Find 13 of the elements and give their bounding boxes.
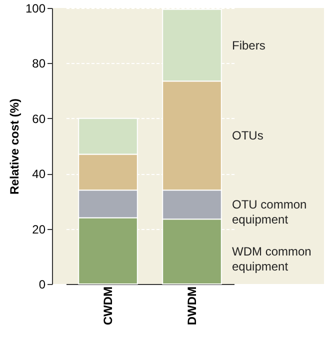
y-tick-label: 80 bbox=[32, 56, 46, 71]
series-label: OTU common equipment bbox=[232, 198, 307, 227]
series-label: Fibers bbox=[232, 38, 266, 52]
series-label: WDM common equipment bbox=[232, 244, 312, 274]
x-tick-label: CWDM bbox=[101, 286, 115, 326]
y-tick-label: 20 bbox=[32, 222, 46, 236]
series-label: OTUs bbox=[232, 128, 264, 143]
y-tick-label: 60 bbox=[32, 112, 46, 126]
y-tick-label: 40 bbox=[32, 167, 46, 182]
x-tick-label: DWDM bbox=[185, 286, 199, 326]
y-tick-label: 100 bbox=[25, 2, 46, 16]
y-axis-title: Relative cost (%) bbox=[7, 98, 22, 195]
y-tick-label: 0 bbox=[38, 278, 46, 292]
